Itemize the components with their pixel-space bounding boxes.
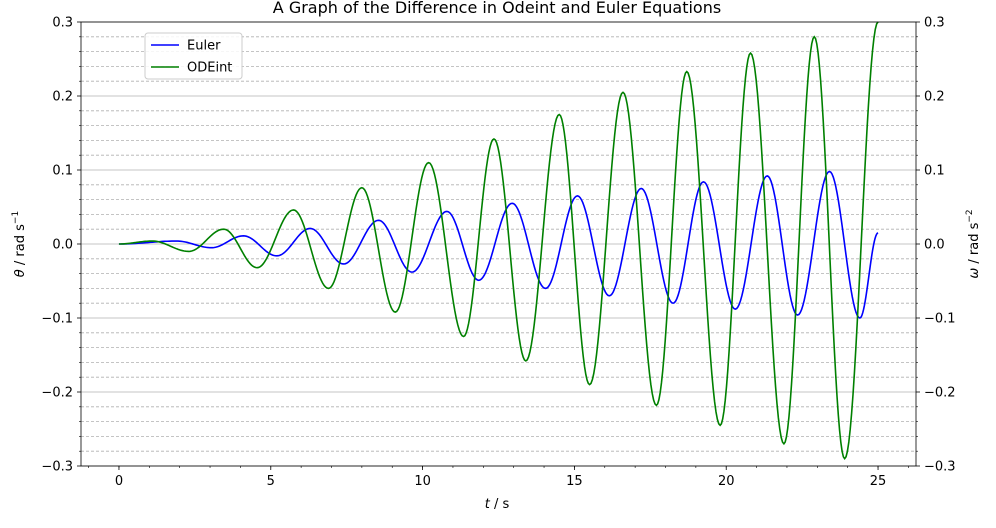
x-tick-label: 0	[115, 474, 123, 489]
y-axis-label-left: θ / rad s−1	[11, 211, 28, 277]
series-lines	[118, 21, 879, 460]
y-tick-label-right: 0.0	[924, 238, 945, 253]
y-tick-label: 0.2	[52, 90, 73, 105]
y-tick-label: 0.3	[52, 16, 73, 31]
legend-label: Euler	[187, 39, 221, 54]
y-tick-label-right: 0.1	[924, 164, 945, 179]
y-tick-label-right: 0.2	[924, 90, 945, 105]
x-tick-label: 15	[566, 474, 583, 489]
plot-frame	[80, 21, 917, 467]
y-axis-label-right: ω / rad s−2	[965, 209, 982, 278]
y-tick-label-right: 0.3	[924, 16, 945, 31]
y-tick-label-right: −0.3	[924, 460, 956, 475]
y-tick-label: 0.1	[52, 164, 73, 179]
y-tick-label-right: −0.2	[924, 386, 956, 401]
y-tick-label: −0.1	[41, 312, 73, 327]
legend: Euler ODEint	[144, 32, 243, 80]
legend-label: ODEint	[187, 61, 232, 76]
x-axis-label: t / s	[485, 497, 510, 512]
x-tick-label: 20	[718, 474, 735, 489]
x-tick-label: 25	[870, 474, 887, 489]
series-line-odeint	[118, 21, 879, 460]
y-tick-label-right: −0.1	[924, 312, 956, 327]
x-tick-label: 10	[414, 474, 431, 489]
series-line-euler	[118, 170, 879, 319]
y-tick-label: −0.2	[41, 386, 73, 401]
y-tick-label: −0.3	[41, 460, 73, 475]
y-tick-label: 0.0	[52, 238, 73, 253]
chart-title: A Graph of the Difference in Odeint and …	[273, 0, 721, 17]
x-tick-label: 5	[267, 474, 275, 489]
axes: −0.3 −0.3 −0.2 −0.2 −0.1 −0.1 0.0 0.0 0.1 0.1 0.2 0…	[41, 16, 955, 490]
